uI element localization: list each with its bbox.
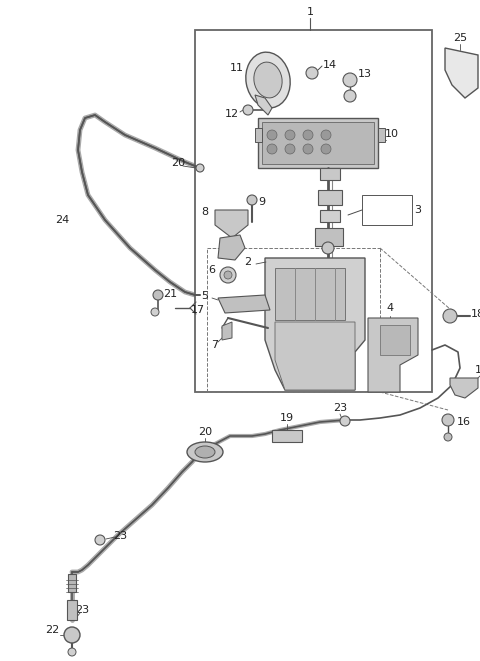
Ellipse shape (254, 62, 282, 98)
Circle shape (303, 130, 313, 140)
Polygon shape (218, 235, 245, 260)
Circle shape (344, 90, 356, 102)
Bar (258, 118, 378, 168)
Circle shape (64, 627, 80, 643)
Circle shape (343, 73, 357, 87)
Text: 23: 23 (75, 605, 89, 615)
Polygon shape (380, 325, 410, 355)
Circle shape (322, 242, 334, 254)
Text: 11: 11 (230, 63, 244, 73)
Text: 23: 23 (113, 531, 127, 541)
Text: 23: 23 (333, 403, 347, 413)
Polygon shape (255, 95, 272, 115)
Bar (272, 430, 302, 442)
Circle shape (247, 195, 257, 205)
Circle shape (303, 144, 313, 154)
Circle shape (224, 271, 232, 279)
Circle shape (153, 290, 163, 300)
Bar (320, 168, 340, 180)
Bar (320, 210, 340, 222)
Text: 2: 2 (244, 257, 252, 267)
Polygon shape (275, 268, 345, 320)
Text: 17: 17 (191, 305, 205, 315)
Polygon shape (450, 378, 478, 398)
Circle shape (95, 535, 105, 545)
Text: 24: 24 (55, 215, 69, 225)
Text: 15: 15 (475, 365, 480, 375)
Bar (318, 190, 342, 205)
Circle shape (267, 130, 277, 140)
Text: 20: 20 (171, 158, 185, 168)
Polygon shape (368, 318, 418, 392)
Polygon shape (255, 128, 262, 142)
Circle shape (306, 67, 318, 79)
Circle shape (444, 433, 452, 441)
Bar (67, 600, 77, 620)
Text: 21: 21 (163, 289, 177, 299)
Ellipse shape (246, 52, 290, 108)
Polygon shape (275, 322, 355, 390)
Text: 14: 14 (323, 60, 337, 70)
Circle shape (267, 144, 277, 154)
Ellipse shape (187, 442, 223, 462)
Polygon shape (445, 48, 478, 98)
Circle shape (68, 648, 76, 656)
Text: 20: 20 (198, 427, 212, 437)
Text: 7: 7 (211, 340, 218, 350)
Circle shape (151, 308, 159, 316)
Text: 19: 19 (280, 413, 294, 423)
Circle shape (243, 105, 253, 115)
Text: 22: 22 (45, 625, 59, 635)
Polygon shape (378, 128, 385, 142)
Text: 8: 8 (202, 207, 209, 217)
Text: 1: 1 (307, 7, 313, 17)
Circle shape (285, 130, 295, 140)
Text: 25: 25 (453, 33, 467, 43)
Bar (68, 574, 76, 592)
Text: 16: 16 (457, 417, 471, 427)
Text: 12: 12 (225, 109, 239, 119)
Circle shape (321, 130, 331, 140)
Polygon shape (215, 210, 248, 238)
Ellipse shape (195, 446, 215, 458)
Text: 9: 9 (258, 197, 265, 207)
Circle shape (321, 144, 331, 154)
Text: 10: 10 (385, 129, 399, 139)
Bar (262, 122, 374, 164)
Bar (315, 228, 343, 246)
Text: 13: 13 (358, 69, 372, 79)
Circle shape (340, 416, 350, 426)
Circle shape (196, 164, 204, 172)
Circle shape (285, 144, 295, 154)
Bar (362, 195, 412, 225)
Text: 4: 4 (386, 303, 394, 313)
Circle shape (442, 414, 454, 426)
Circle shape (443, 309, 457, 323)
Polygon shape (218, 295, 270, 313)
Text: 6: 6 (208, 265, 216, 275)
Text: 5: 5 (202, 291, 208, 301)
Bar (195, 30, 432, 392)
Circle shape (220, 267, 236, 283)
Polygon shape (265, 258, 365, 390)
Polygon shape (222, 322, 232, 340)
Text: 3: 3 (415, 205, 421, 215)
Text: 18: 18 (471, 309, 480, 319)
